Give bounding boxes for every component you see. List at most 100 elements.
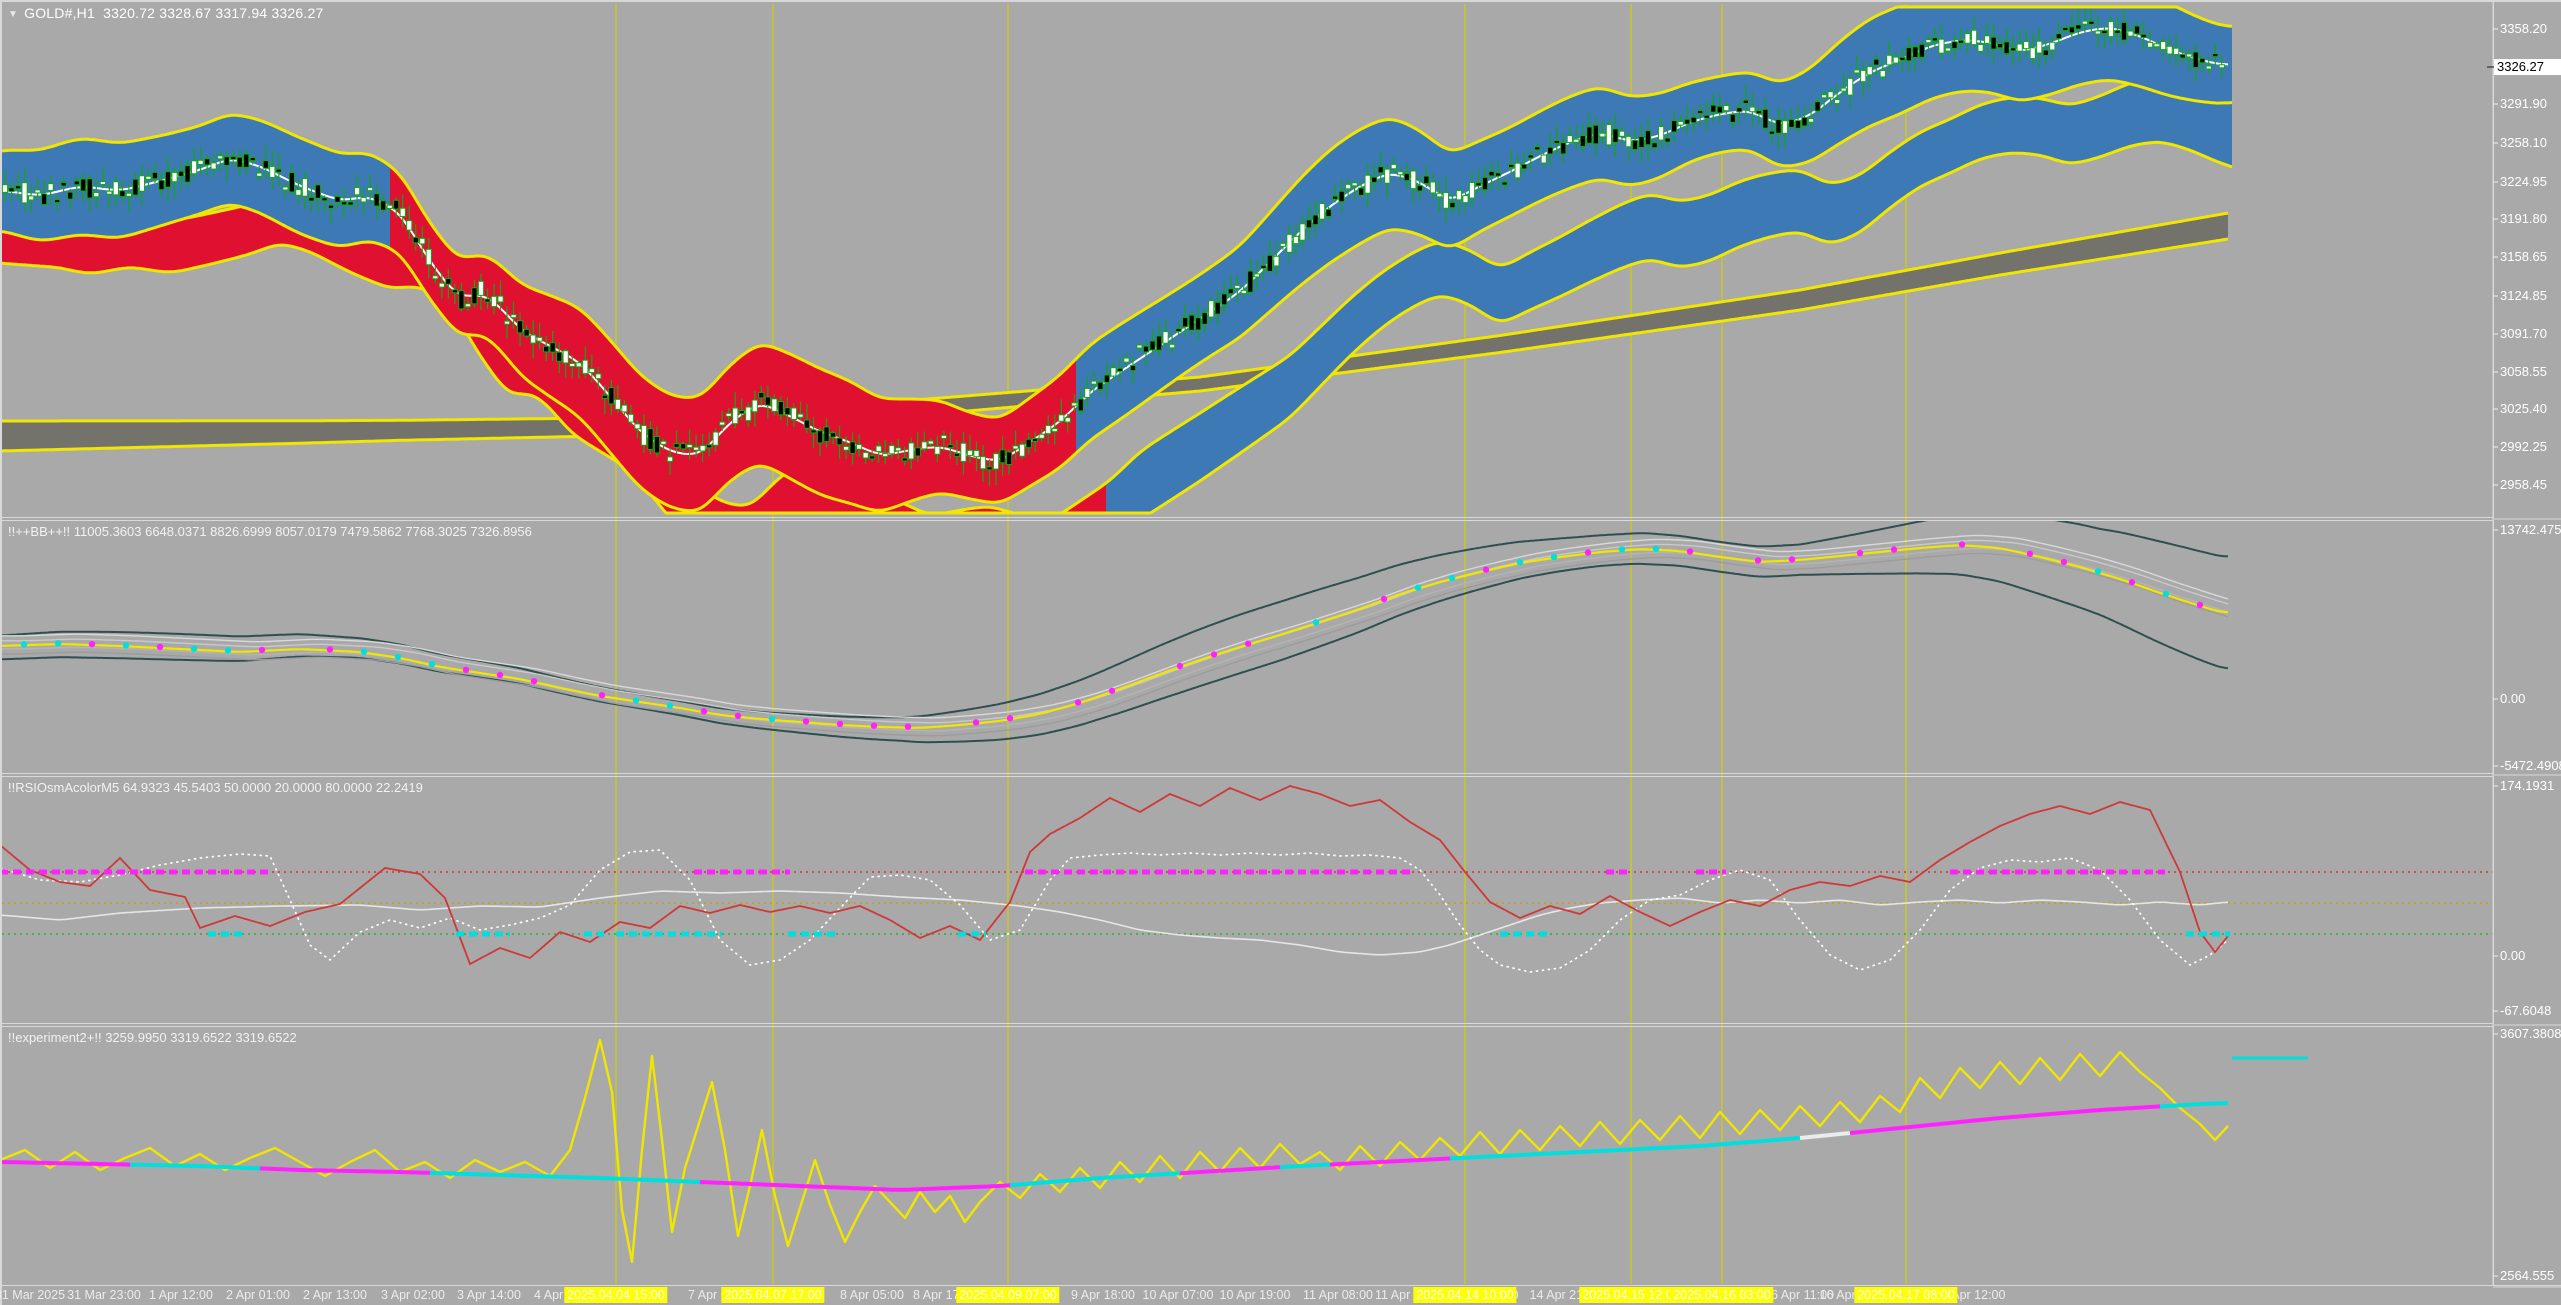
time-tick-label: 3 Apr 02:00 [381,1288,445,1302]
bb-dot-magenta [598,691,606,699]
bb-dot-magenta [972,719,980,726]
bb-dot-magenta [802,718,810,725]
bb-dot-cyan [666,702,674,709]
price-tick-label: 3025.40 [2500,401,2547,416]
bb-dot-magenta [700,708,708,715]
price-band-fill-blue [2,115,390,249]
indicator-tick-label: 0.00 [2500,948,2526,963]
rsi-signal-white [2,890,2229,956]
experiment-trend-magenta [1179,1165,1281,1176]
bb-outer-upper [2,521,2229,719]
bb-dot-cyan [54,640,62,647]
bb-dot-magenta [1380,595,1388,603]
diagonal-channel-fill [2,213,2228,451]
price-tick-label: 3258.10 [2500,135,2547,150]
indicator-tick-label: 0.00 [2500,691,2526,706]
indicator-label-experiment: !!experiment2+!! 3259.9950 3319.6522 331… [8,1030,297,1045]
bb-indicator-pane[interactable] [0,513,2229,744]
bb-dot-magenta [1482,566,1490,573]
price-tick-label: 3358.20 [2500,21,2547,36]
rsi-dotted-white [2,849,2229,973]
current-price-box: 3326.27 [2494,59,2561,75]
bb-dot-cyan [20,641,28,648]
vline-time-badge[interactable]: 2025.04.04 15:00 [564,1287,668,1303]
bb-dot-cyan [360,648,368,655]
experiment-trend-cyan [1009,1171,1181,1188]
bb-inner-line [2,539,2229,724]
vline-time-badge[interactable]: 2025.04.09 07:00 [956,1287,1060,1303]
main-price-pane[interactable] [0,5,2233,515]
indicator-tick-label: 174.1931 [2500,778,2555,793]
price-tick-label: 2958.45 [2500,477,2547,492]
bb-dot-magenta [1890,546,1898,553]
bb-dot-cyan [1312,619,1320,626]
price-band-fill-red [390,166,1076,511]
time-tick-label: 9 Apr 18:00 [1071,1288,1135,1302]
collapse-marker-icon[interactable]: ▼ [8,9,19,20]
vline-time-badge[interactable]: 2025.04.16 03:00 [1670,1287,1774,1303]
bb-dot-magenta [1958,541,1966,548]
experiment-trend-magenta [259,1166,431,1175]
price-tick-label: 3224.95 [2500,174,2547,189]
price-tick-label: 3058.55 [2500,364,2547,379]
time-axis[interactable] [0,1285,2561,1305]
bb-dot-magenta [1074,699,1082,706]
bb-dot-magenta [904,723,912,730]
vline-time-badge[interactable]: 2025.04.07 17:00 [721,1287,825,1303]
chart-title: ▼ GOLD#,H1 3320.72 3328.67 3317.94 3326.2… [8,5,323,21]
bb-dot-magenta [258,646,266,654]
bb-dot-magenta [1176,662,1184,670]
vline-time-badge[interactable]: 2025.04.17 08:00 [1854,1287,1958,1303]
experiment-trend-cyan [1449,1136,1801,1161]
indicator-label-bb: !!++BB++!! 11005.3603 6648.0371 8826.699… [8,524,532,539]
bb-dot-cyan [2094,568,2102,575]
experiment-trend-cyan [1279,1162,1331,1170]
bb-dot-magenta [496,671,504,679]
bb-dot-cyan [428,660,436,668]
vline-time-badge[interactable]: 2025.04.14 10:00 [1413,1287,1517,1303]
indicator-tick-label: -5472.4908 [2500,758,2561,773]
rsi-indicator-pane[interactable] [0,785,2493,973]
experiment-indicator-pane[interactable] [0,1038,2308,1264]
bb-dot-cyan [1652,545,1660,552]
time-tick-label: 31 Mar 23:00 [67,1288,141,1302]
bb-dot-magenta [462,666,470,674]
time-tick-label: 16 Apr 11:00 [1764,1288,1834,1302]
experiment-trend-magenta [1329,1156,1451,1167]
bb-dot-cyan [1550,553,1558,561]
experiment-trend-magenta [2,1160,130,1167]
shifted-band-upper-edge [2,76,2233,515]
time-tick-label: 2 Apr 01:00 [226,1288,290,1302]
shifted-band-fill-blue [1106,77,2232,514]
bb-dot-cyan [190,645,198,652]
bb-dot-magenta [734,712,742,719]
price-band-lower-edge [2,78,2233,512]
price-band-upper-edge [2,5,2233,419]
shifted-band-lower-edge [2,140,2233,515]
ohlc-values: 3320.72 3328.67 3317.94 3326.27 [103,5,324,21]
bb-dot-magenta [2128,579,2136,586]
bb-dot-magenta [326,646,334,653]
experiment-yellow-line [2,1038,2229,1264]
time-tick-label: 1 Apr 12:00 [149,1288,213,1302]
bb-dot-cyan [2162,590,2170,598]
bb-dot-magenta [1788,556,1796,563]
indicator-tick-label: -67.6048 [2500,1003,2552,1018]
bb-dot-magenta [1210,651,1218,658]
time-tick-label: 11 Apr 08:00 [1303,1288,1373,1302]
bb-dot-magenta [2196,601,2204,609]
bb-dot-magenta [1856,549,1864,557]
vline-time-badge[interactable]: 2025.04.15 12:00 [1579,1287,1683,1303]
bb-dot-magenta [2026,550,2034,557]
bb-dot-magenta [530,677,538,685]
bb-inner-line [2,552,2229,737]
time-tick-label: 31 Mar 2025 [0,1288,66,1302]
experiment-trend-cyan [2159,1101,2229,1109]
bb-dot-magenta [1584,549,1592,556]
indicator-tick-label: 13742.475 [2500,522,2561,537]
bb-dot-magenta [1006,715,1014,722]
bb-dot-magenta [836,720,844,728]
